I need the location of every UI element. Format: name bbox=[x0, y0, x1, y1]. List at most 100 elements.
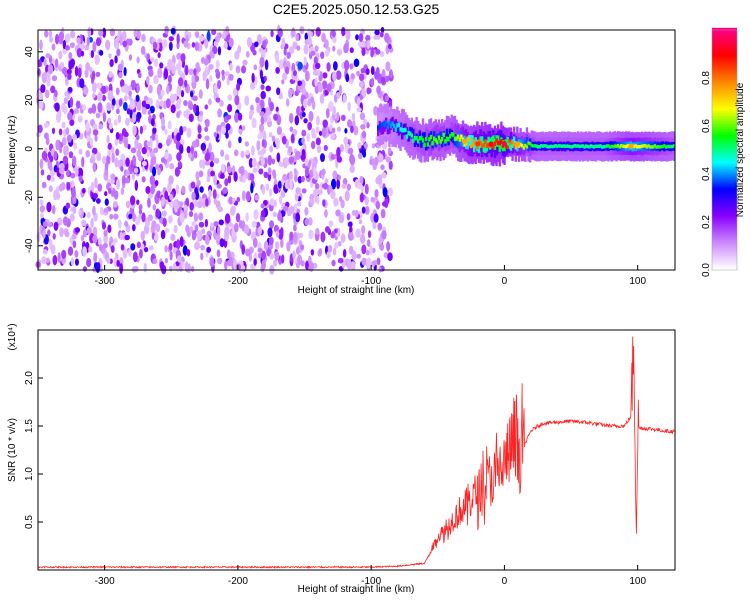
spectrogram-noise-cell bbox=[90, 49, 95, 59]
spectrogram-noise-cell bbox=[106, 154, 111, 165]
spectrogram-noise-cell bbox=[107, 90, 114, 102]
colorbar-segment bbox=[712, 233, 737, 236]
spectrogram-noise-cell bbox=[41, 72, 48, 84]
spectrogram-noise-cell bbox=[307, 31, 314, 37]
spectrogram-signal-cell bbox=[583, 145, 586, 149]
spectrogram-noise-cell bbox=[377, 222, 383, 231]
spectrogram-noise-cell bbox=[220, 149, 225, 157]
colorbar-segment bbox=[712, 116, 737, 119]
spectrogram-noise-cell bbox=[148, 69, 154, 77]
colorbar-segment bbox=[712, 112, 737, 115]
spectrogram-noise-cell bbox=[301, 188, 307, 194]
spectrogram-signal-cell bbox=[602, 145, 605, 149]
spectrogram-noise-cell bbox=[235, 263, 242, 271]
spectrogram-noise-cell bbox=[257, 247, 263, 253]
spectrogram-noise-cell bbox=[304, 32, 309, 41]
spectrogram-signal-cell bbox=[623, 144, 626, 149]
spectrogram-signal-cell bbox=[480, 136, 484, 148]
spectrogram-noise-cell bbox=[179, 213, 185, 223]
spectrogram-noise-cell bbox=[220, 125, 227, 135]
spectrogram-noise-cell bbox=[324, 39, 329, 50]
spectrogram-noise-cell bbox=[343, 59, 350, 71]
spectrogram-noise-cell bbox=[217, 206, 224, 213]
colorbar-segment bbox=[712, 156, 737, 160]
spectrogram-noise-cell bbox=[81, 156, 85, 168]
spectrogram-signal-cell bbox=[380, 122, 383, 127]
colorbar-segment bbox=[712, 265, 737, 269]
spectrogram-noise-cell bbox=[47, 159, 51, 169]
spectrogram-signal-cell bbox=[469, 143, 473, 149]
spectrogram-noise-cell bbox=[44, 89, 50, 99]
spectrogram-noise-cell bbox=[89, 137, 94, 147]
spectrogram-noise-cell bbox=[176, 98, 182, 105]
spectrogram-noise-cell bbox=[176, 239, 181, 250]
spectrogram-noise-cell bbox=[287, 146, 293, 154]
spectrogram-noise-cell bbox=[250, 182, 254, 194]
spectrogram-noise-cell bbox=[386, 241, 391, 252]
spectrogram-noise-cell bbox=[40, 84, 46, 93]
spectrogram-noise-cell bbox=[261, 139, 266, 148]
spectrogram-noise-cell bbox=[179, 236, 184, 248]
spectrogram-signal-cell bbox=[655, 145, 658, 149]
spectrogram-noise-cell bbox=[349, 63, 354, 70]
spectrogram-noise-cell bbox=[148, 245, 154, 251]
spectrogram-noise-cell bbox=[199, 159, 203, 169]
spectrogram-noise-cell bbox=[260, 210, 266, 218]
spectrogram-noise-cell bbox=[196, 230, 202, 241]
spectrogram-signal-cell bbox=[544, 144, 548, 148]
colorbar-segment bbox=[712, 257, 737, 261]
spectrogram-noise-cell bbox=[347, 101, 351, 112]
spectrogram-noise-cell bbox=[272, 169, 276, 177]
spectrogram-noise-cell bbox=[300, 260, 305, 267]
spectrogram-noise-cell bbox=[286, 51, 291, 59]
spectrogram-noise-cell bbox=[379, 31, 384, 38]
spectrogram-noise-cell bbox=[61, 121, 66, 129]
colorbar-segment bbox=[712, 211, 737, 214]
spectrogram-noise-cell bbox=[172, 262, 177, 271]
colorbar-segment bbox=[712, 118, 737, 121]
spectrogram-noise-cell bbox=[367, 230, 372, 238]
spectrogram-signal-cell bbox=[596, 144, 599, 148]
spectrogram-noise-cell bbox=[140, 243, 145, 251]
spectrogram-noise-cell bbox=[104, 198, 109, 206]
colorbar-segment bbox=[712, 203, 737, 206]
spectrogram-signal-cell bbox=[584, 144, 588, 148]
spectrogram-noise-cell bbox=[78, 132, 84, 140]
spectrogram-noise-cell bbox=[71, 155, 77, 167]
spectrogram-noise-cell bbox=[376, 85, 381, 95]
spectrogram-noise-cell bbox=[39, 199, 44, 206]
spectrogram-signal-cell bbox=[423, 132, 426, 144]
spectrogram-noise-cell bbox=[259, 69, 263, 80]
spectrogram-noise-cell bbox=[52, 233, 56, 240]
spectrogram-noise-cell bbox=[273, 259, 278, 267]
spectrogram-noise-cell bbox=[370, 212, 375, 223]
spectrogram-noise-cell bbox=[385, 61, 391, 72]
spectrogram-noise-cell bbox=[101, 94, 107, 102]
spectrogram-noise-cell bbox=[260, 84, 265, 90]
colorbar-segment bbox=[712, 209, 737, 212]
spectrogram-signal-cell bbox=[401, 127, 404, 133]
spectrogram-noise-cell bbox=[186, 249, 191, 257]
colorbar-segment bbox=[712, 150, 737, 154]
spectrogram-noise-cell bbox=[369, 245, 373, 256]
spectrogram-noise-cell bbox=[78, 175, 83, 182]
spectrogram-noise-cell bbox=[244, 141, 249, 147]
spectrogram-signal-cell bbox=[388, 122, 391, 134]
spectrogram-noise-cell bbox=[238, 136, 242, 144]
spectrogram-noise-cell bbox=[185, 224, 190, 233]
spectrogram-noise-cell bbox=[350, 261, 356, 271]
colorbar-segment bbox=[712, 197, 737, 200]
colorbar-segment bbox=[712, 90, 737, 93]
spectrogram-noise-cell bbox=[96, 152, 102, 162]
spectrogram-noise-cell bbox=[67, 246, 74, 256]
spectrogram-noise-cell bbox=[292, 70, 297, 77]
spectrogram-noise-cell bbox=[74, 167, 79, 178]
spectrogram-noise-cell bbox=[115, 148, 120, 156]
spectrogram-noise-cell bbox=[228, 196, 233, 205]
spectrogram-signal-cell bbox=[520, 143, 524, 148]
colorbar-segment bbox=[712, 45, 737, 49]
spectrogram-noise-cell bbox=[72, 240, 77, 249]
spectrogram-noise-cell bbox=[311, 132, 317, 139]
spectrogram-noise-cell bbox=[316, 144, 322, 154]
spectrogram-signal-cell bbox=[479, 140, 482, 146]
